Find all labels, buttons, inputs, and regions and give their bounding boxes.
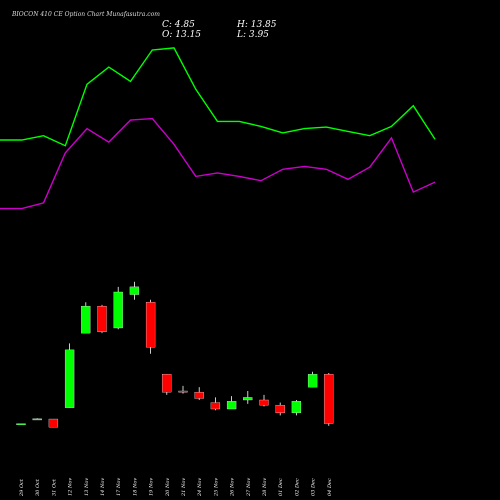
x-tick-label: 12 Nov [68,478,74,496]
candle-19-nov [145,299,156,354]
x-tick-label: 04 Dec [327,478,333,496]
candle-25-nov [210,397,221,411]
candle-03-dec [307,371,318,388]
candle-body [64,349,75,408]
indicator-line-1 [0,47,436,147]
open-value: O: 13.15 [162,30,201,40]
chart-title: BIOCON 410 CE Option Chart Munafasutra.c… [11,11,160,18]
candle-29-oct [16,423,26,426]
candle-28-nov [259,394,269,407]
candle-body [324,374,334,424]
indicator-line-2 [0,117,436,210]
candle-body [259,399,269,406]
candle-body [226,401,237,410]
candle-body [129,286,140,295]
candle-body [16,423,26,426]
candle-body [32,418,42,421]
candle-body [81,305,91,334]
x-tick-label: 02 Dec [294,478,300,496]
x-tick-label: 01 Dec [278,478,284,496]
candle-12-nov [64,343,75,408]
candle-body [307,374,318,388]
x-tick-label: 27 Nov [246,478,252,497]
candle-21-nov [178,385,188,394]
x-tick-label: 14 Nov [100,478,106,496]
candle-26-nov [226,396,237,410]
candle-02-dec [291,400,302,416]
candle-31-oct [48,418,59,428]
candle-04-dec [324,373,334,426]
candle-body [97,305,107,333]
x-tick-label: 24 Nov [197,478,203,497]
candle-13-nov [81,302,91,334]
candle-27-nov [243,391,253,404]
candlesticks [16,281,334,428]
x-tick-label: 30 Oct [35,478,41,496]
candle-18-nov [129,281,140,300]
candle-24-nov [194,387,204,400]
candle-body [291,401,302,414]
x-axis-ticks: 29 Oct 30 Oct 31 Oct 12 Nov 13 Nov 14 Nov 17 N… [19,478,333,497]
x-tick-label: 17 Nov [116,478,122,496]
candle-body [178,390,188,393]
candle-01-dec [275,402,285,416]
x-tick-label: 21 Nov [181,478,187,497]
x-tick-label: 18 Nov [132,478,138,496]
candle-body [145,302,156,348]
high-value: H: 13.85 [236,20,277,30]
candle-body [113,291,123,329]
close-value: C: 4.85 [162,20,195,30]
candle-body [275,404,285,414]
candle-20-nov [162,374,172,395]
candle-14-nov [97,304,107,334]
candle-17-nov [113,286,123,330]
x-tick-label: 03 Dec [311,478,317,496]
candle-body [194,392,204,399]
low-value: L: 3.95 [236,30,269,40]
indicator-lines [0,47,436,210]
candle-body [162,374,172,393]
x-tick-label: 13 Nov [84,478,90,496]
x-tick-label: 31 Oct [51,478,57,496]
x-tick-label: 25 Nov [213,478,219,497]
x-tick-label: 20 Nov [165,478,171,497]
candle-body [210,402,221,410]
candle-body [243,397,253,401]
candle-body [48,418,59,428]
x-tick-label: 29 Oct [19,478,25,497]
x-tick-label: 19 Nov [149,478,155,496]
x-tick-label: 26 Nov [230,478,236,497]
x-tick-label: 28 Nov [262,478,268,497]
candle-30-oct [32,418,42,421]
